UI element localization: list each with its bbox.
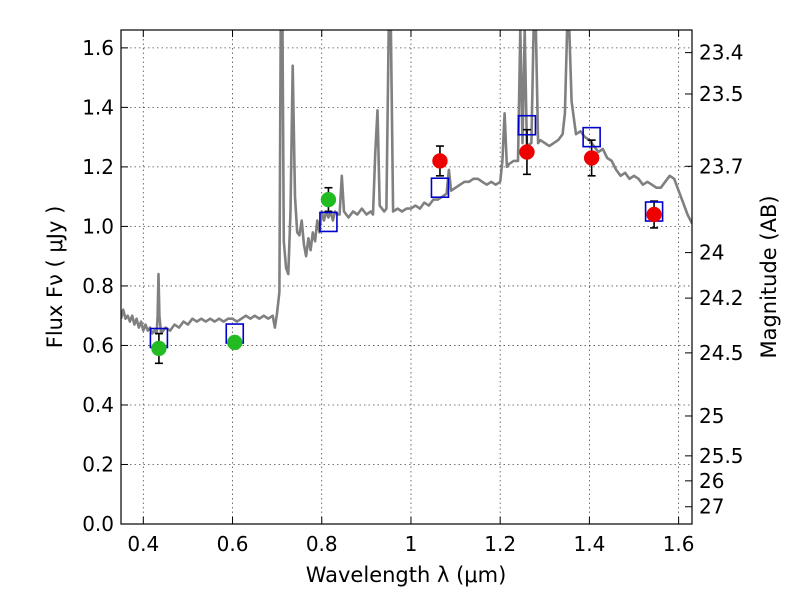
- model-photometry-square: [582, 126, 601, 148]
- x-tick-label: 1.2: [484, 532, 516, 556]
- observed-point-red: [432, 153, 448, 169]
- observed-point-green: [151, 340, 167, 357]
- observed-point-green: [227, 334, 243, 351]
- model-photometry-square: [517, 114, 537, 136]
- x-tick-label: 0.8: [306, 532, 338, 556]
- y2-tick-label: 23.4: [699, 41, 744, 65]
- model-photometry-square: [319, 211, 338, 233]
- plot-background: [121, 30, 692, 524]
- y2-tick-label: 26: [699, 469, 724, 493]
- model-spectrum-line: [121, 30, 692, 335]
- x-axis-label: Wavelength λ (μm): [306, 563, 507, 587]
- y2-tick-label: 25: [699, 404, 724, 428]
- y-tick-label: 0.2: [82, 452, 114, 476]
- y2-tick-label: 24.5: [699, 341, 744, 365]
- plot-frame: [120, 29, 693, 525]
- observed-point-green: [320, 191, 337, 208]
- y-tick-labels: 0.0 0.2 0.4 0.6 0.8 1.0 1.2 1.4 1.6: [82, 36, 114, 536]
- model-photometry-square: [430, 177, 450, 199]
- y2-tick-label: 24.2: [699, 286, 744, 310]
- observed-point-red: [583, 150, 600, 166]
- observed-point-red: [646, 206, 662, 223]
- y2-tick-label: 27: [699, 495, 724, 519]
- y-tick-label: 1.0: [82, 214, 114, 238]
- axis-ticks: [121, 30, 692, 525]
- y-tick-label: 0.4: [82, 393, 114, 417]
- x-tick-label: 0.6: [217, 532, 249, 556]
- y-tick-label: 1.4: [82, 95, 114, 119]
- x-tick-label: 1: [405, 532, 418, 556]
- x-tick-label: 1.6: [663, 532, 695, 556]
- y-tick-label: 1.2: [82, 155, 114, 179]
- observed-point-red: [519, 144, 535, 160]
- y2-tick-label: 25.5: [699, 444, 744, 468]
- x-tick-labels: 0.4 0.6 0.8 1 1.2 1.4 1.6: [127, 532, 694, 556]
- data-markers: [149, 114, 664, 357]
- y-tick-label: 0.0: [82, 512, 114, 536]
- model-spectrum: [121, 30, 692, 335]
- y-tick-label: 0.6: [82, 333, 114, 357]
- y2-tick-label: 23.7: [699, 154, 744, 178]
- y2-tick-label: 23.5: [699, 82, 744, 106]
- y-axis-label: Flux Fν ( μJy ): [43, 206, 67, 349]
- y-tick-label: 0.8: [82, 274, 114, 298]
- y2-axis-label: Magnitude (AB): [757, 195, 781, 358]
- y2-tick-label: 24: [699, 241, 724, 265]
- x-tick-label: 1.4: [573, 532, 605, 556]
- y-tick-label: 1.6: [82, 36, 114, 60]
- x-tick-label: 0.4: [127, 532, 159, 556]
